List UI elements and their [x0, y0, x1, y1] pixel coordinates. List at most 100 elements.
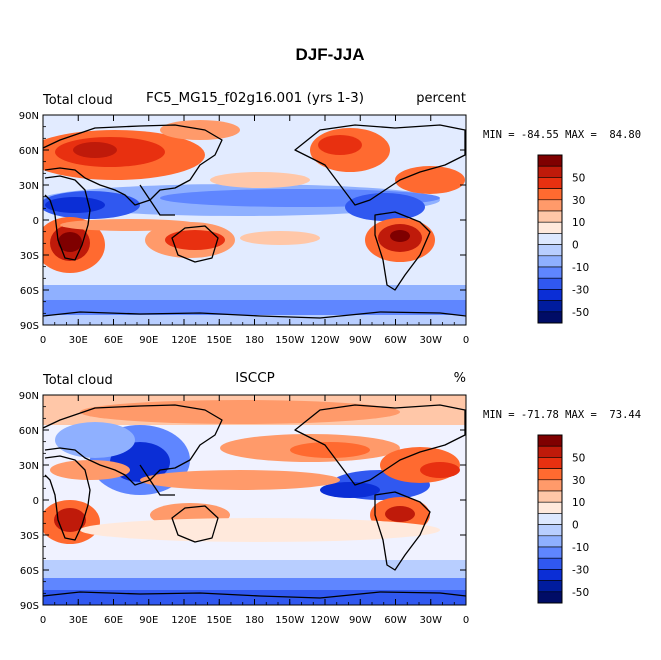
- colorbar-swatch: [537, 277, 563, 290]
- colorbar-label: -30: [572, 564, 589, 576]
- lat-tick-label: 0: [33, 496, 39, 507]
- colorbar-swatch: [537, 535, 563, 548]
- bottom-map-panel: Total cloud ISCCP % MIN = -71.78 MAX = 7…: [19, 370, 641, 626]
- lon-tick-label: 90W: [349, 335, 372, 346]
- lat-ticks: 90N 60N 30N 0 30S 60S 90S: [19, 391, 466, 612]
- coastlines: [43, 124, 466, 319]
- lat-tick-label: 30S: [20, 531, 39, 542]
- lat-tick-label: 0: [33, 216, 39, 227]
- lon-tick-label: 150W: [275, 615, 304, 626]
- top-map-panel: Total cloud FC5_MG15_f02g16.001 (yrs 1-3…: [19, 90, 641, 346]
- lon-ticks: 0 30E 60E 90E 120E 150E 180 150W 120W 90W 60W 30W 0: [40, 395, 469, 626]
- colorbar-label: 30: [572, 195, 585, 207]
- lon-tick-label: 150E: [207, 615, 232, 626]
- lon-tick-label: 0: [463, 615, 469, 626]
- lon-tick-label: 0: [40, 615, 46, 626]
- lon-tick-label: 60E: [104, 335, 123, 346]
- min-max-stats: MIN = -71.78 MAX = 73.44: [483, 409, 641, 421]
- colorbar-label: 0: [572, 520, 579, 532]
- colorbar-swatch: [537, 501, 563, 514]
- lat-tick-label: 60N: [19, 426, 39, 437]
- colorbar-swatch: [537, 468, 563, 481]
- colorbar-swatch: [537, 434, 563, 447]
- colorbar-label: -10: [572, 542, 589, 554]
- min-max-stats: MIN = -84.55 MAX = 84.80: [483, 129, 641, 141]
- lat-tick-label: 90N: [19, 391, 39, 402]
- lon-tick-label: 60W: [384, 615, 407, 626]
- lat-tick-label: 90N: [19, 111, 39, 122]
- lon-tick-label: 30E: [69, 615, 88, 626]
- lon-tick-label: 0: [463, 335, 469, 346]
- panel-center-label: FC5_MG15_f02g16.001 (yrs 1-3): [146, 90, 364, 106]
- colorbar-swatch: [537, 221, 563, 234]
- colorbar-swatch: [537, 546, 563, 559]
- lon-tick-label: 120W: [311, 615, 340, 626]
- lon-tick-label: 60W: [384, 335, 407, 346]
- colorbar-swatch: [537, 289, 563, 301]
- lat-tick-label: 60N: [19, 146, 39, 157]
- colorbar-swatch: [537, 524, 563, 537]
- lon-tick-label: 180: [245, 615, 264, 626]
- colorbar-swatch: [537, 445, 563, 458]
- colorbar-swatch: [537, 457, 563, 469]
- colorbar-swatch: [537, 311, 563, 324]
- lat-tick-label: 60S: [20, 286, 39, 297]
- colorbar-swatch: [537, 300, 563, 313]
- colorbar-swatch: [537, 244, 563, 257]
- colorbar-swatch: [537, 557, 563, 570]
- colorbar-label: 10: [572, 217, 585, 229]
- lon-tick-label: 120E: [171, 615, 196, 626]
- lon-tick-label: 120E: [171, 335, 196, 346]
- panel-right-label: percent: [416, 91, 466, 106]
- lon-tick-label: 180: [245, 335, 264, 346]
- lat-tick-label: 90S: [20, 321, 39, 332]
- colorbar-swatch: [537, 233, 563, 245]
- lon-tick-label: 90E: [139, 335, 158, 346]
- colorbar-swatch: [537, 188, 563, 201]
- lon-tick-label: 0: [40, 335, 46, 346]
- panel-left-label: Total cloud: [42, 93, 113, 108]
- colorbar-swatch: [537, 165, 563, 178]
- panel-right-label: %: [454, 371, 466, 386]
- colorbar-label: 0: [572, 240, 579, 252]
- colorbar-swatch: [537, 580, 563, 593]
- colorbar-label: 50: [572, 172, 585, 184]
- lat-tick-label: 30S: [20, 251, 39, 262]
- colorbar-label: -50: [572, 307, 589, 319]
- colorbar-swatch: [537, 199, 563, 212]
- lon-tick-label: 150W: [275, 335, 304, 346]
- colorbar-swatch: [537, 255, 563, 268]
- lon-tick-label: 90E: [139, 615, 158, 626]
- panel-center-label: ISCCP: [235, 370, 275, 386]
- colorbar-swatch: [537, 479, 563, 492]
- figure-title: DJF-JJA: [296, 45, 365, 64]
- colorbar-swatch: [537, 591, 563, 604]
- colorbar-swatch: [537, 266, 563, 279]
- colorbar-frame: [537, 434, 563, 604]
- lon-tick-label: 150E: [207, 335, 232, 346]
- colorbar-swatch: [537, 210, 563, 223]
- colorbar-label: 10: [572, 497, 585, 509]
- lon-tick-label: 120W: [311, 335, 340, 346]
- coastlines: [43, 404, 466, 599]
- lat-ticks: 90N 60N 30N 0 30S 60S 90S: [19, 111, 466, 332]
- colorbar-label: -30: [572, 284, 589, 296]
- colorbar-frame: [537, 154, 563, 324]
- lon-tick-label: 30E: [69, 335, 88, 346]
- lon-ticks: 0 30E 60E 90E 120E 150E 180 150W 120W 90W 60W 30W 0: [40, 115, 469, 346]
- lat-tick-label: 60S: [20, 566, 39, 577]
- lat-tick-label: 30N: [19, 181, 39, 192]
- colorbar-label: -10: [572, 262, 589, 274]
- colorbar-swatch: [537, 154, 563, 167]
- colorbar-label: 30: [572, 475, 585, 487]
- lon-tick-label: 30W: [419, 335, 442, 346]
- colorbar-label: -50: [572, 587, 589, 599]
- lon-tick-label: 30W: [419, 615, 442, 626]
- lat-tick-label: 90S: [20, 601, 39, 612]
- colorbar-swatch: [537, 569, 563, 581]
- lon-tick-label: 60E: [104, 615, 123, 626]
- colorbar-swatch: [537, 513, 563, 525]
- colorbar-swatch: [537, 490, 563, 503]
- colorbar: 50 30 10 0 -10 -30 -50: [537, 434, 589, 604]
